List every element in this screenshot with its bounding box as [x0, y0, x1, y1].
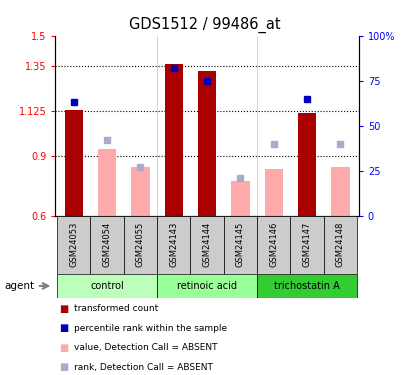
Text: GSM24053: GSM24053 [69, 222, 78, 267]
Bar [231, 181, 249, 216]
Bar [198, 70, 216, 216]
Bar [256, 216, 290, 274]
Bar [164, 64, 182, 216]
Text: ■: ■ [59, 343, 69, 352]
Text: agent: agent [4, 281, 34, 291]
Text: GDS1512 / 99486_at: GDS1512 / 99486_at [129, 17, 280, 33]
Text: rank, Detection Call = ABSENT: rank, Detection Call = ABSENT [74, 363, 212, 372]
Text: GSM24145: GSM24145 [235, 222, 244, 267]
Text: GSM24143: GSM24143 [169, 222, 178, 267]
Text: percentile rank within the sample: percentile rank within the sample [74, 324, 226, 333]
Text: transformed count: transformed count [74, 304, 157, 313]
Bar [90, 216, 124, 274]
Text: value, Detection Call = ABSENT: value, Detection Call = ABSENT [74, 343, 217, 352]
Bar [297, 112, 315, 216]
Text: retinoic acid: retinoic acid [177, 281, 236, 291]
Bar [190, 216, 223, 274]
Bar [64, 110, 83, 216]
Text: control: control [90, 281, 124, 291]
Text: GSM24055: GSM24055 [135, 222, 144, 267]
Text: GSM24146: GSM24146 [269, 222, 278, 267]
Text: GSM24144: GSM24144 [202, 222, 211, 267]
Bar [124, 216, 157, 274]
Bar [330, 166, 349, 216]
Bar [256, 274, 356, 298]
Bar [157, 216, 190, 274]
Bar [57, 274, 157, 298]
Bar [131, 166, 149, 216]
Bar [264, 169, 282, 216]
Text: GSM24147: GSM24147 [302, 222, 311, 267]
Bar [157, 274, 256, 298]
Text: ■: ■ [59, 304, 69, 313]
Bar [98, 148, 116, 216]
Text: ■: ■ [59, 362, 69, 372]
Bar [223, 216, 256, 274]
Text: GSM24148: GSM24148 [335, 222, 344, 267]
Text: trichostatin A: trichostatin A [274, 281, 339, 291]
Bar [290, 216, 323, 274]
Bar [323, 216, 356, 274]
Text: ■: ■ [59, 323, 69, 333]
Bar [57, 216, 90, 274]
Text: GSM24054: GSM24054 [102, 222, 111, 267]
